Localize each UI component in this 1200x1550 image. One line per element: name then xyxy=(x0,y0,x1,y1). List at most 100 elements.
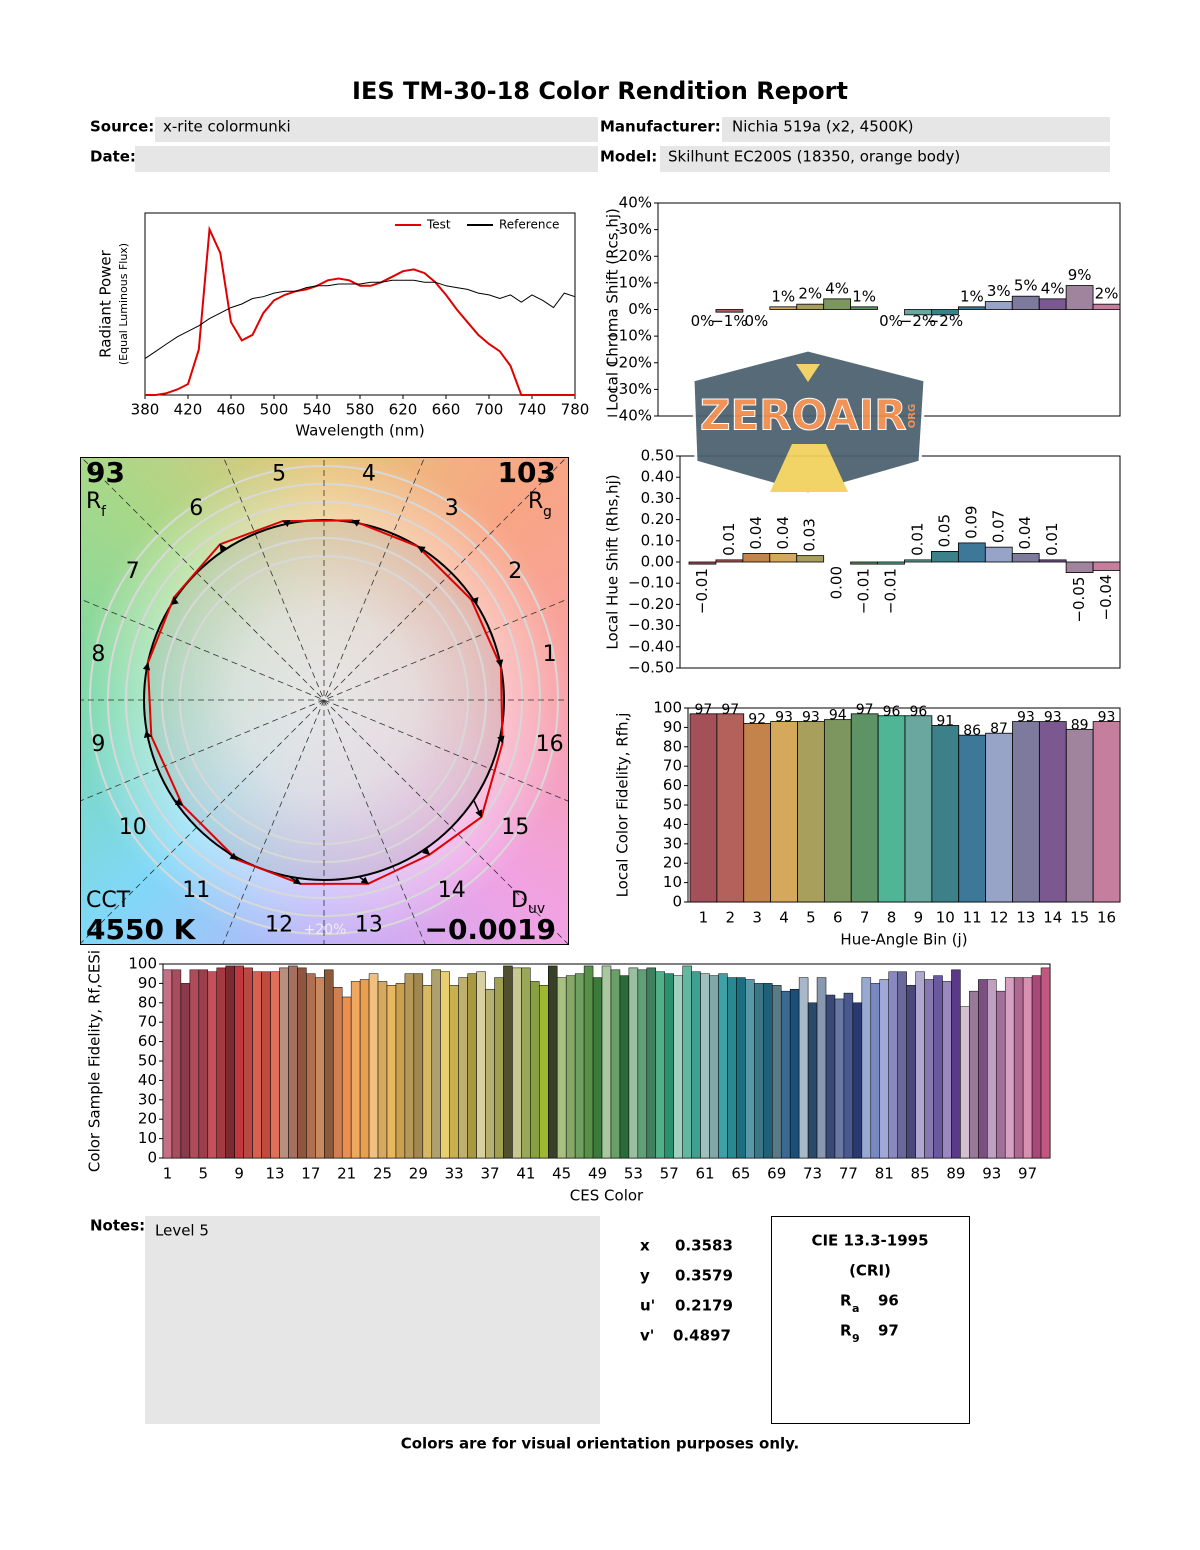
value-label: 96 xyxy=(883,704,901,720)
value-label: 93 xyxy=(775,710,793,726)
legend-label: Reference xyxy=(499,218,559,232)
value-label: −1% xyxy=(711,312,747,330)
y-tick-label: 40 xyxy=(138,1071,157,1089)
bar xyxy=(1013,977,1024,1159)
bar xyxy=(539,985,549,1159)
value-label: −0.04 xyxy=(1097,574,1115,620)
cri-label: R xyxy=(840,1322,852,1340)
shift-arrow xyxy=(472,799,483,818)
x-tick-label: 41 xyxy=(516,1165,535,1183)
cri-box xyxy=(771,1216,970,1424)
bar xyxy=(637,969,648,1159)
field-label: Model: xyxy=(600,148,657,166)
x-tick-label: 81 xyxy=(875,1165,894,1183)
x-tick-label: 29 xyxy=(409,1165,428,1183)
bar xyxy=(216,967,226,1159)
rf-value: 93 xyxy=(86,456,125,489)
bin-label: 11 xyxy=(182,878,210,903)
spectrum-line xyxy=(144,279,576,360)
y-tick-label: 40% xyxy=(619,194,652,212)
bar xyxy=(850,306,878,310)
bar xyxy=(288,965,298,1159)
x-tick-label: 49 xyxy=(588,1165,607,1183)
bar xyxy=(825,994,836,1159)
vector-frame xyxy=(80,457,569,945)
x-tick-label: 25 xyxy=(373,1165,392,1183)
x-tick-label: 13 xyxy=(1016,909,1035,927)
y-tick-label: 100 xyxy=(653,699,682,717)
bar xyxy=(234,965,244,1159)
x-tick-label: 12 xyxy=(990,909,1009,927)
x-axis-label: Hue-Angle Bin (j) xyxy=(840,931,967,949)
y-tick-label: 0.30 xyxy=(641,489,674,507)
y-tick-label: −20% xyxy=(606,353,652,371)
x-tick-label: 77 xyxy=(839,1165,858,1183)
bar xyxy=(449,985,459,1159)
watermark-text: ZEROAIR xyxy=(700,391,907,440)
bar xyxy=(745,979,755,1159)
bar xyxy=(931,725,960,903)
legend-label: Test xyxy=(426,218,451,232)
bin-divider xyxy=(80,598,568,802)
x-tick-label: 540 xyxy=(303,401,332,419)
x-tick-label: 57 xyxy=(660,1165,679,1183)
bar xyxy=(1065,561,1094,574)
y-tick-label: 0.50 xyxy=(641,447,674,465)
field-box xyxy=(660,146,1110,172)
x-tick-label: 69 xyxy=(767,1165,786,1183)
bar xyxy=(969,990,979,1159)
bar xyxy=(189,969,200,1159)
y-tick-label: −40% xyxy=(606,407,652,425)
shift-arrow xyxy=(173,798,184,806)
value-label: 86 xyxy=(963,723,981,739)
rf-subscript: f xyxy=(101,504,107,520)
bar xyxy=(1004,977,1015,1159)
y-tick-label: 100 xyxy=(128,955,157,973)
value-label: 0.04 xyxy=(1016,516,1034,549)
bar xyxy=(924,979,934,1159)
y-tick-label: 20% xyxy=(619,247,652,265)
x-tick-label: 420 xyxy=(174,401,203,419)
cri-subtitle: (CRI) xyxy=(849,1262,891,1280)
x-tick-label: 10 xyxy=(936,909,955,927)
rg-subscript: g xyxy=(543,504,552,520)
cri-label: R xyxy=(840,1292,852,1310)
value-label: 0.01 xyxy=(1043,522,1061,555)
bar xyxy=(904,559,932,563)
bar xyxy=(984,301,1013,310)
field-label: Manufacturer: xyxy=(600,118,721,136)
coord-value: 0.2179 xyxy=(675,1297,733,1315)
bar xyxy=(942,981,952,1159)
y-tick-label: 60 xyxy=(138,1032,157,1050)
x-tick-label: 61 xyxy=(696,1165,715,1183)
bar xyxy=(610,969,621,1159)
bin-label: 14 xyxy=(438,878,466,903)
bar xyxy=(780,990,791,1159)
value-label: 0.05 xyxy=(935,514,953,547)
x-tick-label: 7 xyxy=(860,909,870,927)
bar xyxy=(897,971,907,1159)
bar xyxy=(467,973,477,1159)
y-tick-label: −10% xyxy=(606,327,652,345)
value-label: 4% xyxy=(1041,279,1065,297)
y-tick-label: 30 xyxy=(138,1090,157,1108)
bar xyxy=(368,973,379,1159)
bar xyxy=(850,713,879,903)
bar xyxy=(512,967,522,1159)
bar xyxy=(700,973,710,1159)
watermark-sub: ORG xyxy=(907,404,918,428)
bar xyxy=(279,967,289,1159)
bar xyxy=(769,306,798,310)
y-tick-label: 50 xyxy=(138,1052,157,1070)
bin-divider xyxy=(222,457,426,944)
bar xyxy=(807,1002,818,1159)
coord-label: x xyxy=(640,1237,650,1255)
x-tick-label: 620 xyxy=(389,401,418,419)
bar xyxy=(960,1006,970,1159)
bar xyxy=(476,971,486,1159)
coord-value: 0.3579 xyxy=(675,1267,733,1285)
bar xyxy=(796,303,825,310)
bar xyxy=(689,713,718,903)
cri-title: CIE 13.3-1995 xyxy=(811,1232,928,1250)
bar xyxy=(834,998,845,1159)
